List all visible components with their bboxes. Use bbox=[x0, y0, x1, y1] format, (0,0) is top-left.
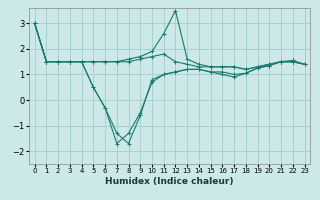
X-axis label: Humidex (Indice chaleur): Humidex (Indice chaleur) bbox=[105, 177, 234, 186]
